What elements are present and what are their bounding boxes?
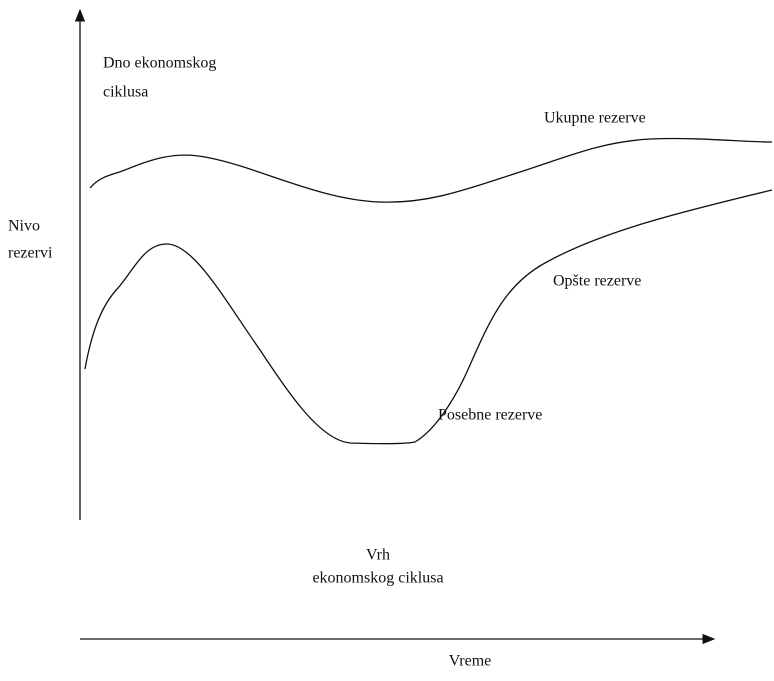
bottom-label: Dno ekonomskog bbox=[103, 55, 216, 72]
total-reserves-curve bbox=[89, 137, 773, 203]
x-axis-label: Vreme bbox=[449, 653, 492, 670]
general-label: Opšte rezerve bbox=[553, 273, 641, 290]
general-specific-curve bbox=[84, 189, 773, 445]
peak-label: Vrh bbox=[366, 547, 390, 564]
y-axis-label: rezervi bbox=[8, 245, 53, 262]
total-label: Ukupne rezerve bbox=[544, 110, 646, 127]
specific-label: Posebne rezerve bbox=[438, 407, 542, 424]
bottom-label: ciklusa bbox=[103, 84, 148, 101]
peak-label: ekonomskog ciklusa bbox=[312, 570, 443, 587]
y-axis-label: Nivo bbox=[8, 218, 40, 235]
